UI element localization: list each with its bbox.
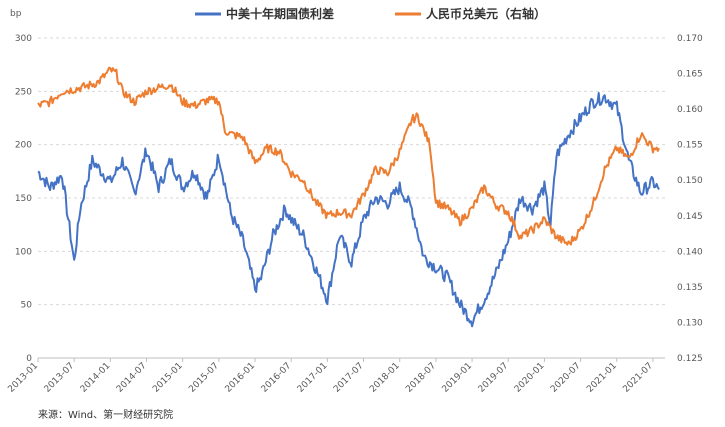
left-axis: 0 50 100 150 200 250 300 [15,34,32,364]
left-tick-label: 150 [15,194,32,204]
x-tick-label: 2021-01 [585,361,619,395]
x-tick-label: 2018-01 [368,361,402,395]
series-lines [37,66,660,328]
x-tick-label: 2014-07 [115,361,149,395]
right-tick-label: 0.130 [677,318,703,328]
left-tick-label: 200 [15,141,32,151]
x-tick-label: 2015-01 [151,361,185,395]
gridlines [38,37,665,359]
left-tick-label: 50 [21,301,33,311]
x-tick-label: 2020-01 [513,361,547,395]
x-tick-label: 2021-07 [621,361,655,395]
x-tick-label: 2019-07 [477,361,511,395]
x-tick-label: 2013-07 [43,361,77,395]
x-tick-label: 2017-01 [296,361,330,395]
right-tick-label: 0.145 [677,212,703,222]
x-tick-label: 2018-07 [404,361,438,395]
right-tick-label: 0.140 [677,247,703,257]
left-tick-label: 300 [15,34,32,44]
x-tick-label: 2019-01 [441,361,475,395]
series-line-spread [37,92,660,328]
series-line-rmb [37,66,660,246]
legend: 中美十年期国债利差 人民币兑美元（右轴） [195,6,546,21]
right-tick-label: 0.135 [677,283,703,293]
x-tick-label: 2014-01 [79,361,113,395]
right-tick-label: 0.165 [677,70,703,80]
left-tick-label: 100 [15,247,32,257]
right-axis: 0.125 0.130 0.135 0.140 0.145 0.150 0.155 0.160… [677,34,703,364]
right-tick-label: 0.160 [677,105,703,115]
source-note: 来源：Wind、第一财经研究院 [38,410,174,421]
x-tick-label: 2015-07 [187,361,221,395]
right-tick-label: 0.155 [677,141,703,151]
x-axis: 2013-01 2013-07 2014-01 2014-07 2015-01 2015-… [6,358,655,395]
left-axis-unit: bp [10,9,22,19]
x-tick-label: 2016-01 [223,361,257,395]
right-tick-label: 0.170 [677,34,703,44]
right-tick-label: 0.125 [677,354,703,364]
legend-label: 人民币兑美元（右轴） [426,6,546,21]
right-tick-label: 0.150 [677,176,703,186]
x-tick-label: 2016-07 [260,361,294,395]
x-tick-label: 2020-07 [549,361,583,395]
left-tick-label: 250 [15,87,32,97]
left-tick-label: 0 [26,354,32,364]
x-tick-label: 2017-07 [332,361,366,395]
x-tick-label: 2013-01 [6,361,40,395]
legend-label: 中美十年期国债利差 [226,6,334,21]
